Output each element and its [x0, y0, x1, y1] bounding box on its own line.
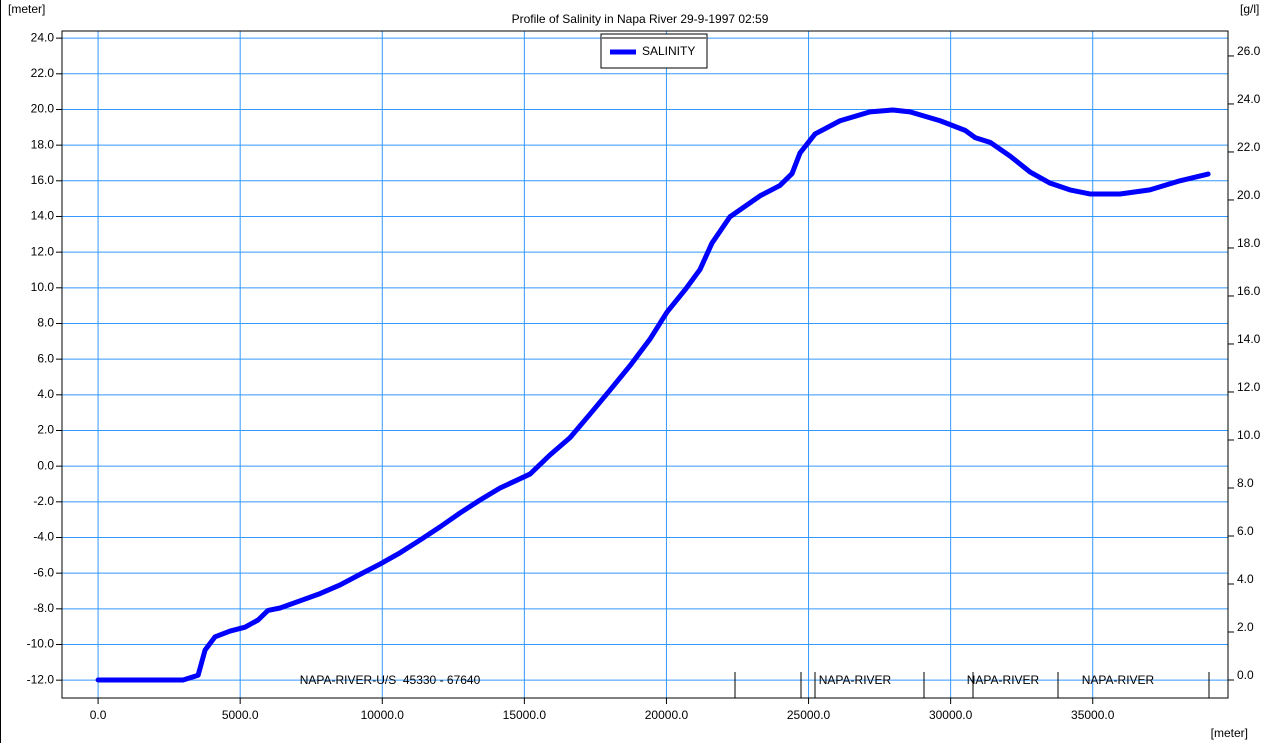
- y2-axis-unit: [g/l]: [1240, 2, 1259, 16]
- chart-title: Profile of Salinity in Napa River 29-9-1…: [512, 12, 769, 26]
- y2-tick-label: 20.0: [1237, 188, 1261, 202]
- y-tick-label: 20.0: [31, 102, 55, 116]
- y-tick-label: -2.0: [33, 494, 54, 508]
- y-tick-label: 12.0: [31, 244, 55, 258]
- x-tick-label: 20000.0: [645, 708, 689, 722]
- y-tick-label: 18.0: [31, 137, 55, 151]
- y-tick-label: -10.0: [27, 637, 55, 651]
- y-tick-label: -12.0: [27, 672, 55, 686]
- x-tick-label: 5000.0: [222, 708, 259, 722]
- annotation: NAPA-RIVER: [967, 673, 1040, 687]
- y-tick-label: -4.0: [33, 530, 54, 544]
- y-axis-unit: [meter]: [8, 2, 45, 16]
- x-tick-label: 0.0: [90, 708, 107, 722]
- y-tick-label: 2.0: [37, 423, 54, 437]
- y-tick-label: -6.0: [33, 565, 54, 579]
- y-tick-label: 10.0: [31, 280, 55, 294]
- y2-tick-label: 22.0: [1237, 140, 1261, 154]
- x-tick-label: 30000.0: [929, 708, 973, 722]
- y2-tick-label: 8.0: [1237, 476, 1254, 490]
- y2-tick-label: 12.0: [1237, 380, 1261, 394]
- y2-tick-label: 6.0: [1237, 524, 1254, 538]
- y2-tick-label: 26.0: [1237, 44, 1261, 58]
- y2-tick-label: 14.0: [1237, 332, 1261, 346]
- x-tick-label: 25000.0: [787, 708, 831, 722]
- legend: SALINITY: [600, 33, 708, 69]
- y2-tick-label: 10.0: [1237, 428, 1261, 442]
- y-tick-label: 22.0: [31, 66, 55, 80]
- grid: [56, 31, 1234, 704]
- y2-tick-label: 2.0: [1237, 620, 1254, 634]
- y-tick-label: 24.0: [31, 30, 55, 44]
- x-tick-label: 35000.0: [1071, 708, 1115, 722]
- x-tick-label: 10000.0: [361, 708, 405, 722]
- plot-frame: [61, 30, 1229, 699]
- x-tick-label: 15000.0: [503, 708, 547, 722]
- y-tick-label: -8.0: [33, 601, 54, 615]
- y2-tick-label: 18.0: [1237, 236, 1261, 250]
- y-tick-label: 0.0: [37, 458, 54, 472]
- annotation: NAPA-RIVER: [819, 673, 892, 687]
- branch-markers: [734, 672, 1210, 698]
- y-tick-label: 14.0: [31, 209, 55, 223]
- y-tick-label: 6.0: [37, 351, 54, 365]
- y-tick-label: 4.0: [37, 387, 54, 401]
- annotation: NAPA-RIVER-U/S 45330 - 67640: [300, 673, 481, 687]
- x-axis-unit: [meter]: [1211, 726, 1248, 740]
- y2-tick-label: 4.0: [1237, 572, 1254, 586]
- marks: [95, 107, 1211, 683]
- series-line: [95, 107, 1211, 683]
- y-tick-label: 16.0: [31, 173, 55, 187]
- y-tick-label: 8.0: [37, 316, 54, 330]
- y2-tick-label: 0.0: [1237, 668, 1254, 682]
- legend-label: SALINITY: [642, 44, 695, 58]
- y2-tick-label: 24.0: [1237, 92, 1261, 106]
- annotation: NAPA-RIVER: [1082, 673, 1155, 687]
- y2-tick-label: 16.0: [1237, 284, 1261, 298]
